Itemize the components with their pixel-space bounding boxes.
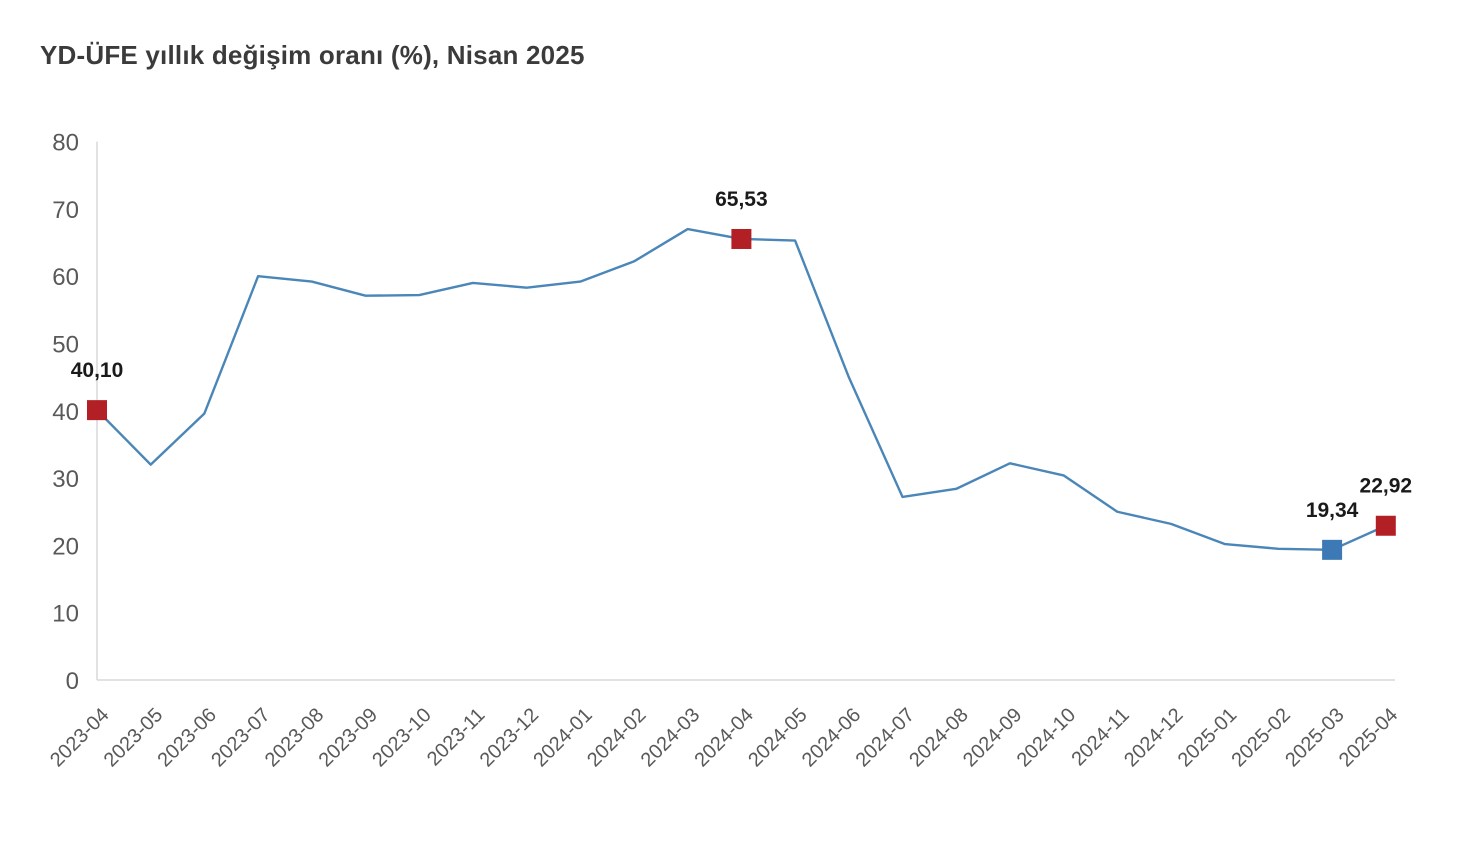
x-tick-label: 2023-07 bbox=[207, 704, 274, 771]
y-tick-label: 0 bbox=[66, 668, 79, 695]
x-tick-label: 2023-04 bbox=[46, 704, 113, 771]
highlight-marker bbox=[731, 228, 752, 249]
highlight-marker bbox=[1322, 539, 1343, 560]
y-tick-label: 70 bbox=[52, 197, 79, 224]
value-label: 40,10 bbox=[71, 359, 124, 382]
y-tick-label: 80 bbox=[52, 130, 79, 157]
y-tick-label: 20 bbox=[52, 533, 79, 560]
x-tick-label: 2024-03 bbox=[637, 704, 704, 771]
x-tick-label: 2025-02 bbox=[1227, 704, 1294, 771]
x-tick-label: 2023-05 bbox=[100, 704, 167, 771]
chart-title: YD-ÜFE yıllık değişim oranı (%), Nisan 2… bbox=[40, 40, 585, 70]
y-tick-label: 30 bbox=[52, 466, 79, 493]
x-tick-label: 2024-07 bbox=[852, 704, 919, 771]
series-line bbox=[95, 227, 1388, 552]
y-tick-label: 60 bbox=[52, 264, 79, 291]
x-tick-label: 2023-09 bbox=[315, 704, 382, 771]
x-tick-label: 2023-10 bbox=[368, 704, 435, 771]
x-tick-label: 2024-05 bbox=[744, 704, 811, 771]
x-tick-label: 2023-08 bbox=[261, 704, 328, 771]
x-tick-label: 2023-12 bbox=[476, 704, 543, 771]
x-tick-label: 2025-01 bbox=[1174, 704, 1241, 771]
x-tick-label: 2024-02 bbox=[583, 704, 650, 771]
y-tick-label: 10 bbox=[52, 601, 79, 628]
x-tick-label: 2025-04 bbox=[1335, 704, 1402, 771]
y-tick-label: 50 bbox=[52, 332, 79, 359]
highlight-marker bbox=[87, 400, 107, 421]
y-tick-label: 40 bbox=[52, 399, 79, 426]
x-tick-label: 2025-03 bbox=[1281, 704, 1348, 771]
x-tick-label: 2024-12 bbox=[1120, 704, 1187, 771]
value-label: 65,53 bbox=[715, 188, 768, 211]
x-tick-label: 2024-10 bbox=[1013, 704, 1080, 771]
x-tick-label: 2024-04 bbox=[690, 704, 757, 771]
value-label: 19,34 bbox=[1306, 499, 1359, 522]
x-tick-label: 2024-06 bbox=[798, 704, 865, 771]
x-tick-label: 2024-09 bbox=[959, 704, 1026, 771]
value-label: 22,92 bbox=[1360, 475, 1413, 498]
x-tick-label: 2024-08 bbox=[905, 704, 972, 771]
x-tick-label: 2024-01 bbox=[529, 704, 596, 771]
highlight-marker bbox=[1375, 515, 1396, 536]
x-tick-label: 2023-06 bbox=[153, 704, 220, 771]
